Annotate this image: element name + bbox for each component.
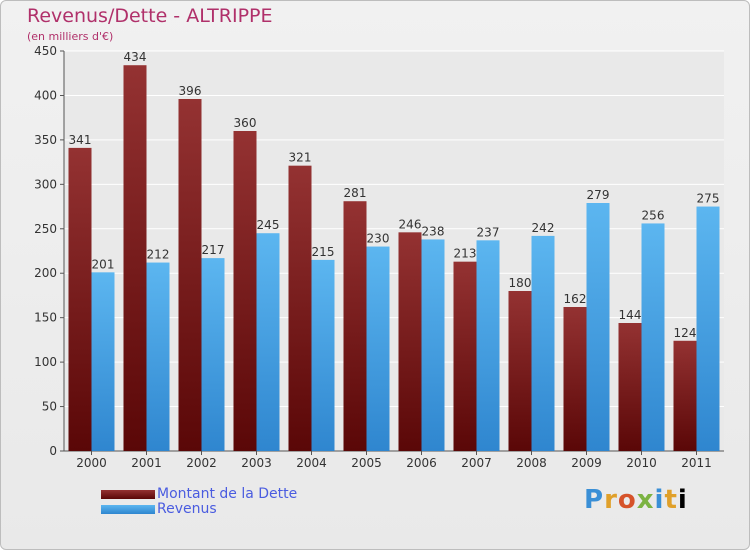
data-label: 246: [399, 217, 422, 231]
bar-dette: [618, 323, 642, 451]
chart-title: Revenus/Dette - ALTRIPPE: [27, 5, 273, 27]
bar-revenus: [311, 259, 335, 451]
y-tick-label: 50: [42, 400, 57, 414]
bar-dette: [343, 201, 367, 451]
x-tick-label: 2004: [296, 456, 327, 470]
data-label: 321: [289, 151, 312, 165]
data-label: 396: [179, 84, 202, 98]
y-tick-label: 200: [34, 266, 57, 280]
data-label: 124: [674, 326, 697, 340]
data-label: 256: [642, 208, 665, 222]
data-label: 281: [344, 186, 367, 200]
data-label: 215: [312, 245, 335, 259]
y-tick-label: 100: [34, 355, 57, 369]
legend-label-debt: Montant de la Dette: [157, 486, 298, 502]
data-label: 144: [619, 308, 642, 322]
y-tick-label: 450: [34, 44, 57, 58]
bar-dette: [68, 147, 92, 451]
bar-dette: [673, 340, 697, 451]
bar-dette: [563, 307, 587, 451]
x-tick-label: 2007: [461, 456, 492, 470]
bar-revenus: [531, 235, 555, 451]
legend-swatch-debt: [101, 490, 155, 499]
x-tick-label: 2008: [516, 456, 547, 470]
data-label: 217: [202, 243, 225, 257]
bar-revenus: [421, 239, 445, 451]
x-tick-label: 2009: [571, 456, 602, 470]
data-label: 341: [69, 133, 92, 147]
bar-revenus: [91, 272, 115, 451]
proxiti-logo: Proxiti: [584, 485, 688, 515]
data-label: 213: [454, 247, 477, 261]
bar-revenus: [256, 233, 280, 451]
legend-label-revenus: Revenus: [157, 501, 217, 517]
data-label: 434: [124, 50, 147, 64]
bar-dette: [233, 131, 257, 451]
bar-dette: [508, 291, 532, 451]
chart-subtitle: (en milliers d'€): [27, 30, 114, 43]
bar-dette: [453, 261, 477, 451]
x-tick-label: 2002: [186, 456, 217, 470]
plot-area: [64, 51, 724, 451]
bar-revenus: [586, 203, 610, 451]
bar-revenus: [641, 223, 665, 451]
data-label: 279: [587, 188, 610, 202]
bar-revenus: [366, 246, 390, 451]
x-tick-label: 2006: [406, 456, 437, 470]
x-tick-label: 2001: [131, 456, 162, 470]
x-tick-label: 2003: [241, 456, 272, 470]
data-label: 245: [257, 218, 280, 232]
data-label: 237: [477, 225, 500, 239]
y-tick-label: 400: [34, 88, 57, 102]
bar-dette: [398, 232, 422, 451]
x-tick-label: 2005: [351, 456, 382, 470]
data-label: 275: [697, 192, 720, 206]
data-label: 360: [234, 116, 257, 130]
data-label: 212: [147, 248, 170, 262]
bar-dette: [288, 165, 312, 451]
data-label: 180: [509, 276, 532, 290]
bar-dette: [178, 99, 202, 451]
legend-swatch-revenus: [101, 505, 155, 514]
bar-revenus: [201, 258, 225, 451]
bar-revenus: [696, 206, 720, 451]
y-tick-label: 250: [34, 222, 57, 236]
data-label: 230: [367, 232, 390, 246]
bar-dette: [123, 65, 147, 451]
data-label: 242: [532, 221, 555, 235]
bar-revenus: [146, 262, 170, 451]
x-tick-label: 2010: [626, 456, 657, 470]
data-label: 162: [564, 292, 587, 306]
x-tick-label: 2011: [681, 456, 712, 470]
y-tick-label: 350: [34, 133, 57, 147]
x-tick-label: 2000: [76, 456, 107, 470]
data-label: 201: [92, 257, 115, 271]
y-tick-label: 300: [34, 177, 57, 191]
y-tick-label: 150: [34, 311, 57, 325]
data-label: 238: [422, 224, 445, 238]
y-tick-label: 0: [49, 444, 57, 458]
bar-revenus: [476, 240, 500, 451]
